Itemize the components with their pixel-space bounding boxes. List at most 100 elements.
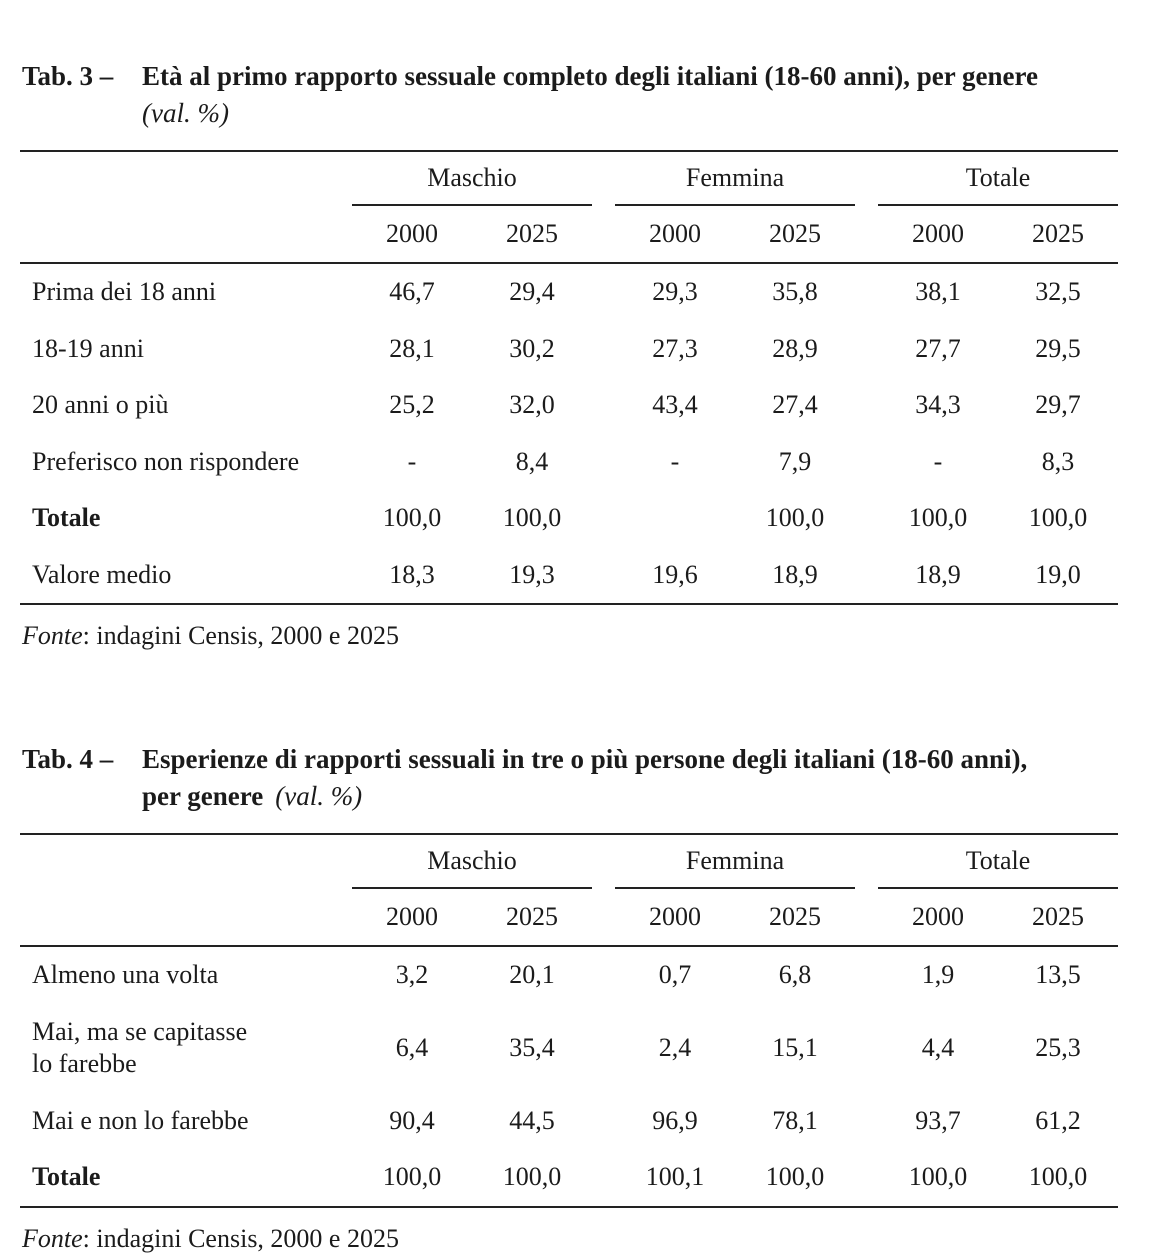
value-cell: 93,7 (915, 1105, 961, 1135)
table3-section: Tab. 3 – Età al primo rapporto sessuale … (0, 58, 1170, 651)
year-header: 2025 (735, 205, 856, 264)
gap-cell (592, 434, 615, 491)
table-row: Almeno una volta 3,2 20,1 0,7 6,8 1,9 13… (20, 946, 1118, 1004)
value-cell: 27,3 (652, 333, 698, 363)
group-header-totale: Totale (878, 833, 1119, 889)
value-cell: 78,1 (772, 1105, 818, 1135)
year-header: 2000 (615, 888, 736, 947)
gap-cell (855, 150, 879, 205)
gap-cell (592, 1004, 615, 1093)
gap-cell (855, 205, 879, 264)
gap-cell (855, 321, 878, 378)
value-cell: 13,5 (1035, 960, 1081, 990)
group-header-maschio: Maschio (352, 150, 593, 206)
gap-cell (592, 546, 616, 605)
year-header: 2025 (472, 888, 593, 947)
year-header: 2025 (998, 888, 1119, 947)
value-cell: 32,5 (1035, 277, 1081, 307)
source-text: : indagini Censis, 2000 e 2025 (82, 621, 399, 650)
value-cell: 7,9 (778, 446, 812, 476)
gap-cell (592, 321, 615, 378)
table4: Maschio Femmina Totale 2000 2025 2000 20… (20, 833, 1119, 1208)
gap-cell (855, 1004, 878, 1093)
source-label: Fonte (22, 1223, 83, 1253)
value-cell: 90,4 (389, 1105, 435, 1135)
table-row: Totale 100,0 100,0 100,1 100,0 100,0 100… (20, 1149, 1119, 1208)
value-cell: 19,6 (615, 546, 736, 605)
year-header: 2000 (878, 888, 999, 947)
value-cell: 100,0 (352, 1149, 472, 1208)
group-header-row: Maschio Femmina Totale (20, 150, 1119, 206)
table3-subtitle: (val. %) (142, 98, 229, 128)
gap-cell (592, 150, 616, 205)
value-cell: 29,4 (509, 277, 555, 307)
value-cell: 25,3 (1035, 1033, 1081, 1062)
value-cell: 35,4 (509, 1033, 555, 1062)
value-cell: 6,4 (395, 1033, 429, 1062)
gap-cell (592, 490, 615, 547)
value-cell: 27,4 (772, 390, 818, 420)
value-cell: 18,9 (735, 546, 856, 605)
value-cell: 8,3 (1041, 446, 1075, 476)
group-header-maschio: Maschio (352, 833, 593, 889)
table-row: Mai e non lo farebbe 90,4 44,5 96,9 78,1… (20, 1093, 1118, 1150)
gap-cell (592, 263, 615, 321)
table-row: Preferisco non rispondere - 8,4 - 7,9 - … (20, 434, 1118, 491)
row-label: Prima dei 18 anni (32, 277, 217, 306)
gap-cell (855, 377, 878, 434)
year-header: 2000 (615, 205, 736, 264)
table3-number: Tab. 3 – (22, 61, 114, 91)
table4-number: Tab. 4 – (22, 744, 114, 774)
row-label: Preferisco non rispondere (32, 446, 300, 476)
group-header-femmina: Femmina (615, 150, 856, 206)
gap-cell (855, 263, 878, 321)
value-cell: 100,0 (502, 503, 562, 533)
value-cell: 18,3 (352, 546, 472, 605)
value-cell: 100,0 (472, 1149, 593, 1208)
source-note: Fonte: indagini Censis, 2000 e 2025 (22, 621, 1170, 651)
gap-cell (592, 205, 616, 264)
source-text: : indagini Censis, 2000 e 2025 (82, 1223, 399, 1253)
value-cell: - (407, 446, 417, 476)
row-label: 20 anni o più (32, 390, 169, 419)
table-row: Totale 100,0 100,0 100,0 100,0 100,0 (20, 490, 1118, 547)
value-cell: 0,7 (658, 960, 692, 990)
value-cell: 6,8 (778, 960, 812, 990)
document-page: Tab. 3 – Età al primo rapporto sessuale … (0, 58, 1170, 1253)
table4-title-line2-bold: per genere (142, 781, 264, 811)
group-header-totale: Totale (878, 150, 1119, 206)
value-cell (615, 490, 735, 547)
row-label: Totale (32, 503, 101, 532)
row-label: Almeno una volta (32, 960, 219, 989)
table-row: 18-19 anni 28,1 30,2 27,3 28,9 27,7 29,5 (20, 321, 1118, 378)
source-note: Fonte: indagini Censis, 2000 e 2025 (22, 1224, 1170, 1254)
value-cell: 46,7 (389, 277, 435, 307)
value-cell: - (670, 446, 680, 476)
value-cell: 96,9 (652, 1105, 698, 1135)
value-cell: 100,0 (735, 1149, 856, 1208)
year-header: 2000 (352, 205, 472, 264)
value-cell: 61,2 (1035, 1105, 1081, 1135)
header-spacer-cell (20, 205, 352, 264)
value-cell: 100,0 (1028, 503, 1088, 533)
group-header-femmina: Femmina (615, 833, 856, 889)
value-cell: 100,0 (765, 503, 825, 533)
years-header-row: 2000 2025 2000 2025 2000 2025 (20, 888, 1119, 947)
value-cell: 18,9 (878, 546, 999, 605)
gap-cell (592, 946, 615, 1004)
value-cell: 4,4 (921, 1033, 955, 1062)
gap-cell (855, 434, 878, 491)
value-cell: 27,7 (915, 333, 961, 363)
value-cell: 35,8 (772, 277, 818, 307)
header-spacer-cell (20, 888, 352, 947)
header-spacer-cell (20, 150, 352, 205)
value-cell: 3,2 (395, 960, 429, 990)
group-header-row: Maschio Femmina Totale (20, 833, 1119, 889)
row-label: Mai, ma se capitasse lo farebbe (32, 1016, 248, 1079)
gap-cell (592, 888, 616, 947)
value-cell: 100,1 (615, 1149, 736, 1208)
row-label: Mai e non lo farebbe (32, 1105, 249, 1135)
year-header: 2025 (998, 205, 1119, 264)
table3: Maschio Femmina Totale 2000 2025 2000 20… (20, 150, 1119, 605)
value-cell: 29,5 (1035, 333, 1081, 363)
